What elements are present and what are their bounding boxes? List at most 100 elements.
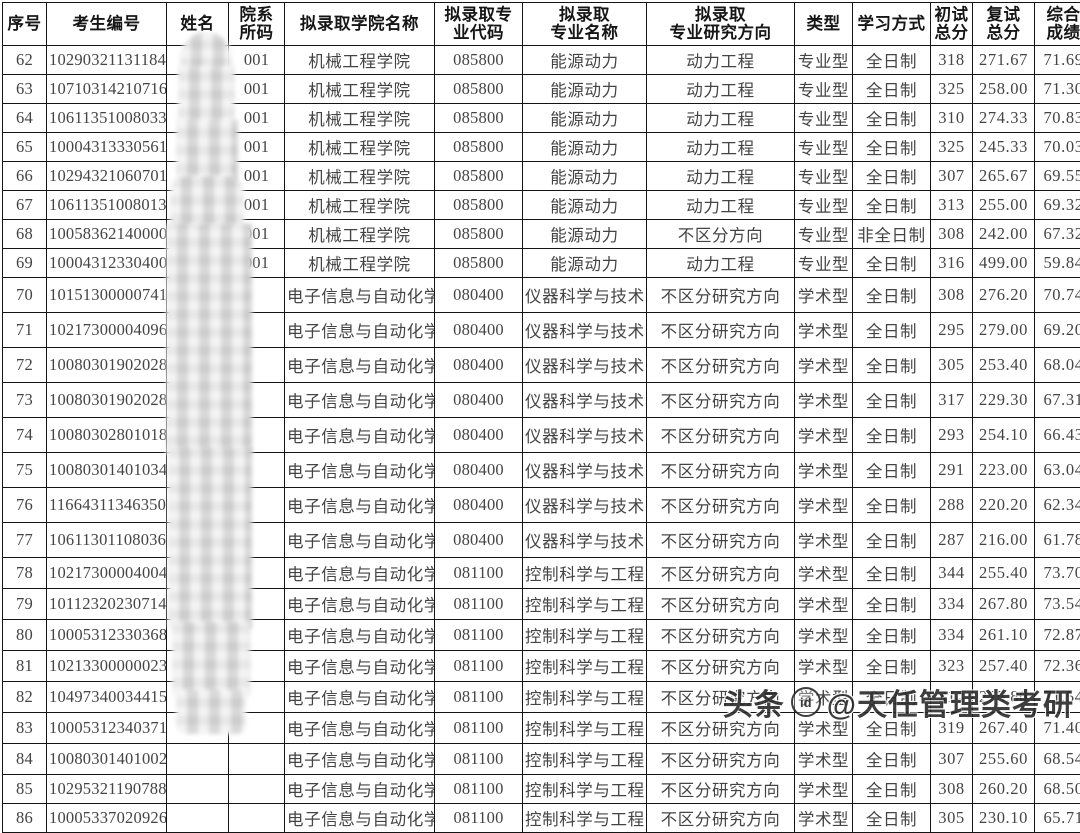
cell-first-exam-total: 325: [931, 133, 973, 162]
cell-name: [167, 488, 229, 523]
cell-first-exam-total: 334: [931, 589, 973, 620]
cell-study-mode: 全日制: [853, 191, 931, 220]
cell-type: 专业型: [795, 249, 853, 278]
cell-college: 机械工程学院: [285, 46, 435, 75]
cell-dept-code: [229, 775, 285, 804]
cell-name: [167, 278, 229, 313]
cell-dept-code: [229, 313, 285, 348]
cell-type: 学术型: [795, 651, 853, 682]
cell-type: 学术型: [795, 682, 853, 713]
cell-major-name: 能源动力: [523, 46, 647, 75]
cell-candidate-id: 100803014010341: [47, 453, 167, 488]
col-header-college: 拟录取学院名称: [285, 3, 435, 46]
cell-study-mode: 全日制: [853, 775, 931, 804]
cell-second-exam-total: 267.40: [973, 713, 1035, 744]
cell-major-name: 仪器科学与技术: [523, 348, 647, 383]
cell-overall-score: 65.71: [1035, 804, 1080, 833]
cell-overall-score: 70.83: [1035, 104, 1080, 133]
cell-major-code: 081100: [435, 651, 523, 682]
cell-candidate-id: 102173000040043: [47, 558, 167, 589]
cell-study-mode: 全日制: [853, 651, 931, 682]
cell-overall-score: 73.70: [1035, 558, 1080, 589]
cell-major-code: 085800: [435, 220, 523, 249]
cell-overall-score: 73.54: [1035, 589, 1080, 620]
cell-overall-score: 71.40: [1035, 713, 1080, 744]
cell-study-mode: 全日制: [853, 713, 931, 744]
cell-college: 电子信息与自动化学院: [285, 488, 435, 523]
cell-seq: 79: [3, 589, 47, 620]
cell-seq: 70: [3, 278, 47, 313]
col-header-research-direction-line1: 拟录取: [695, 6, 746, 24]
cell-research-direction: 动力工程: [647, 191, 795, 220]
col-header-second-exam-total-line1: 复试: [987, 6, 1021, 24]
col-header-research-direction-line2: 专业研究方向: [649, 24, 792, 42]
cell-overall-score: 67.31: [1035, 383, 1080, 418]
cell-candidate-id: 100803019020281: [47, 383, 167, 418]
cell-overall-score: 69.20: [1035, 313, 1080, 348]
cell-study-mode: 全日制: [853, 162, 931, 191]
cell-type: 专业型: [795, 46, 853, 75]
cell-type: 学术型: [795, 804, 853, 833]
cell-second-exam-total: 255.00: [973, 191, 1035, 220]
cell-major-code: 081100: [435, 558, 523, 589]
cell-second-exam-total: 253.40: [973, 348, 1035, 383]
cell-overall-score: 71.54: [1035, 682, 1080, 713]
col-header-second-exam-total: 复试 总分: [973, 3, 1035, 46]
cell-dept-code: [229, 488, 285, 523]
cell-research-direction: 不区分方向: [647, 220, 795, 249]
col-header-first-exam-total: 初试 总分: [931, 3, 973, 46]
cell-dept-code: 001: [229, 162, 285, 191]
table-row: 80100053123303680电子信息与自动化学院081100控制科学与工程…: [3, 620, 1080, 651]
cell-research-direction: 不区分研究方向: [647, 620, 795, 651]
cell-research-direction: 不区分研究方向: [647, 804, 795, 833]
cell-type: 学术型: [795, 589, 853, 620]
table-row: 84100803014010029电子信息与自动化学院081100控制科学与工程…: [3, 744, 1080, 775]
table-row: 74100803028010189电子信息与自动化学院080400仪器科学与技术…: [3, 418, 1080, 453]
cell-major-name: 控制科学与工程: [523, 558, 647, 589]
cell-name: [167, 418, 229, 453]
cell-first-exam-total: 307: [931, 162, 973, 191]
cell-college: 电子信息与自动化学院: [285, 744, 435, 775]
cell-type: 专业型: [795, 220, 853, 249]
cell-college: 机械工程学院: [285, 162, 435, 191]
cell-college: 电子信息与自动化学院: [285, 713, 435, 744]
cell-major-name: 控制科学与工程: [523, 804, 647, 833]
cell-study-mode: 全日制: [853, 348, 931, 383]
cell-overall-score: 71.30: [1035, 75, 1080, 104]
cell-name: [167, 453, 229, 488]
cell-major-name: 能源动力: [523, 75, 647, 104]
col-header-major-code-line1: 拟录取专: [445, 6, 513, 24]
cell-college: 电子信息与自动化学院: [285, 418, 435, 453]
cell-overall-score: 70.03: [1035, 133, 1080, 162]
cell-overall-score: 62.34: [1035, 488, 1080, 523]
cell-college: 机械工程学院: [285, 75, 435, 104]
cell-name: [167, 775, 229, 804]
cell-college: 机械工程学院: [285, 249, 435, 278]
table-row: 71102173000040969电子信息与自动化学院080400仪器科学与技术…: [3, 313, 1080, 348]
cell-second-exam-total: 223.00: [973, 453, 1035, 488]
cell-name: [167, 744, 229, 775]
cell-research-direction: 动力工程: [647, 249, 795, 278]
cell-name: [167, 589, 229, 620]
cell-candidate-id: 100803019020283: [47, 348, 167, 383]
cell-dept-code: 001: [229, 220, 285, 249]
cell-candidate-id: 100583621400003: [47, 220, 167, 249]
cell-second-exam-total: 220.20: [973, 488, 1035, 523]
cell-seq: 73: [3, 383, 47, 418]
col-header-second-exam-total-line2: 总分: [975, 24, 1032, 42]
cell-first-exam-total: 291: [931, 453, 973, 488]
cell-first-exam-total: 313: [931, 191, 973, 220]
cell-major-code: 080400: [435, 278, 523, 313]
cell-second-exam-total: 255.60: [973, 744, 1035, 775]
cell-second-exam-total: 254.10: [973, 418, 1035, 453]
cell-major-code: 081100: [435, 804, 523, 833]
col-header-overall-score: 综合 成绩: [1035, 3, 1080, 46]
cell-dept-code: 001: [229, 133, 285, 162]
cell-major-name: 控制科学与工程: [523, 682, 647, 713]
cell-major-name: 能源动力: [523, 220, 647, 249]
cell-college: 机械工程学院: [285, 191, 435, 220]
cell-first-exam-total: 316: [931, 249, 973, 278]
